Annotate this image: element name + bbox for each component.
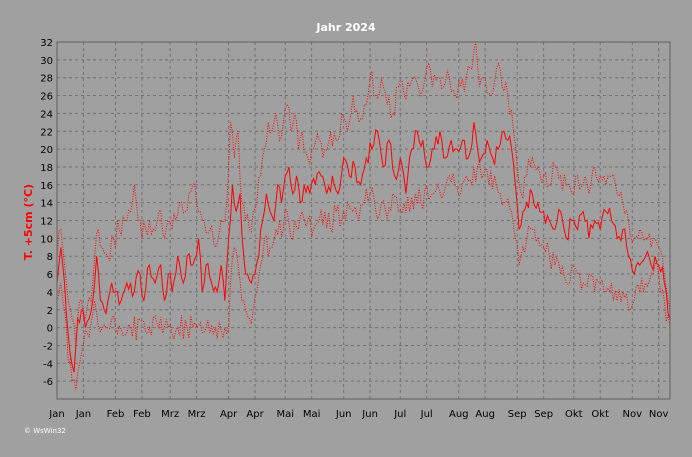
x-tick-label: Sep	[508, 409, 527, 420]
y-tick-label: 0	[47, 324, 53, 335]
x-tick-label: Jan	[75, 409, 91, 420]
plot-border	[56, 41, 671, 400]
credit-text: © WsWin32	[24, 427, 66, 435]
y-tick-label: 4	[47, 288, 53, 299]
x-tick-label: Mai	[303, 409, 321, 420]
x-tick-label: Jun	[361, 409, 378, 420]
x-tick-label: Mai	[276, 409, 294, 420]
y-tick-label: 18	[40, 163, 53, 174]
x-tick-label: Sep	[534, 409, 553, 420]
y-tick-label: -2	[43, 341, 53, 352]
x-tick-label: Mrz	[188, 409, 206, 420]
y-tick-label: 12	[40, 217, 53, 228]
x-tick-label: Aug	[449, 409, 469, 420]
y-tick-label: 20	[40, 145, 53, 156]
y-tick-label: 14	[40, 199, 53, 210]
y-tick-label: -6	[43, 377, 53, 388]
y-tick-label: 32	[40, 38, 53, 49]
y-tick-label: 22	[40, 127, 53, 138]
x-tick-label: Nov	[623, 409, 643, 420]
x-tick-label: Feb	[133, 409, 151, 420]
y-tick-label: -4	[43, 359, 53, 370]
y-tick-label: 26	[40, 92, 53, 103]
y-tick-label: 2	[47, 306, 53, 317]
chart-title: Jahr 2024	[315, 21, 376, 34]
x-tick-label: Aug	[475, 409, 495, 420]
y-tick-label: 24	[40, 109, 53, 120]
x-tick-label: Okt	[591, 409, 609, 420]
x-tick-label: Jul	[393, 409, 406, 420]
y-tick-label: 16	[40, 181, 53, 192]
x-tick-label: Nov	[649, 409, 669, 420]
series-layer	[56, 41, 671, 391]
x-tick-label: Jun	[335, 409, 352, 420]
x-tick-label: Apr	[220, 409, 238, 420]
x-tick-label: Feb	[107, 409, 125, 420]
series-line-dotted	[56, 160, 671, 391]
y-tick-label: 28	[40, 74, 53, 85]
x-tick-label: Apr	[246, 409, 264, 420]
grid-layer	[56, 41, 670, 399]
y-tick-label: 30	[40, 56, 53, 67]
y-tick-label: 6	[47, 270, 53, 281]
y-axis-label: T. +5cm (°C)	[22, 184, 35, 260]
y-tick-label: 10	[40, 234, 53, 245]
x-tick-label: Mrz	[161, 409, 179, 420]
x-tick-labels: Jan Jan Feb Feb Mrz Mrz Apr Apr Mai Mai Jun Jun Jul J…	[48, 409, 668, 420]
x-tick-label: Jul	[420, 409, 433, 420]
x-tick-label: Okt	[565, 409, 583, 420]
series-line-solid	[56, 122, 671, 373]
y-tick-label: 8	[47, 252, 53, 263]
series-line-dotted	[56, 41, 671, 346]
x-tick-label: Jan	[48, 409, 64, 420]
